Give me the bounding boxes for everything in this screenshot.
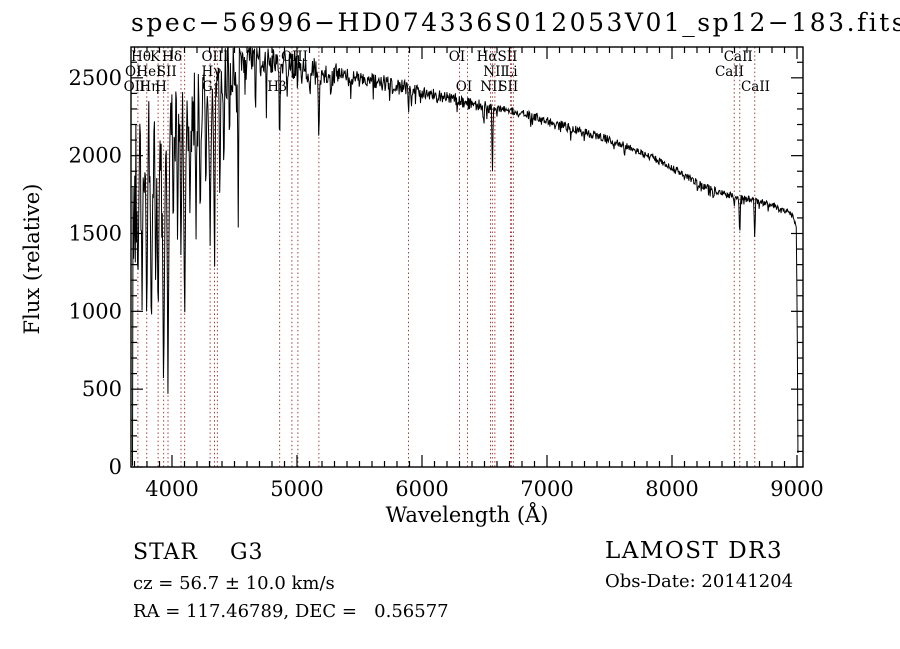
spectral-line-label: K bbox=[150, 49, 161, 65]
spectral-line-label: SII bbox=[498, 79, 518, 95]
spectral-line-label: CaII bbox=[724, 49, 753, 65]
spectral-line-label: Hβ bbox=[267, 79, 287, 95]
spectral-line-label: G bbox=[202, 79, 213, 95]
spectral-line-label: NII bbox=[480, 79, 502, 95]
coordinates-label: RA = 117.46789, DEC = 0.56577 bbox=[133, 601, 449, 622]
x-tick-label: 9000 bbox=[770, 477, 823, 501]
plot-title: spec−56996−HD074336S012053V01_sp12−183.f… bbox=[131, 8, 900, 37]
spectral-line-label: Hθ bbox=[131, 49, 151, 65]
spectral-line-label: OII bbox=[124, 79, 146, 95]
spectral-line-label: Hγ bbox=[201, 64, 221, 80]
spectral-line-label: OI bbox=[456, 79, 472, 95]
y-tick-label: 500 bbox=[82, 377, 122, 401]
x-tick-label: 4000 bbox=[145, 477, 198, 501]
y-tick-label: 1000 bbox=[69, 299, 122, 323]
spectral-line-label: CaII bbox=[741, 79, 770, 95]
plot-frame bbox=[130, 46, 804, 468]
spectral-line-label: Hδ bbox=[162, 49, 182, 65]
radial-velocity-label: cz = 56.7 ± 10.0 km/s bbox=[133, 573, 335, 594]
y-tick-label: 0 bbox=[109, 455, 122, 479]
x-tick-label: 7000 bbox=[520, 477, 573, 501]
spectral-line-label: OI bbox=[125, 64, 141, 80]
y-tick-label: 1500 bbox=[69, 221, 122, 245]
obs-date-label: Obs-Date: 20141204 bbox=[605, 571, 794, 592]
spectral-line-label: SII bbox=[157, 64, 177, 80]
object-class-label: STAR G3 bbox=[133, 540, 264, 565]
x-tick-label: 8000 bbox=[645, 477, 698, 501]
spectral-line-label: H bbox=[155, 79, 167, 95]
spectral-line-label: CaII bbox=[715, 64, 744, 80]
x-tick-label: 6000 bbox=[395, 477, 448, 501]
spectral-line-label: OIII bbox=[201, 49, 228, 65]
spectral-line-label: OI bbox=[449, 49, 465, 65]
spectral-line-label: HeI bbox=[136, 64, 161, 80]
spectral-line-label: NII bbox=[483, 64, 505, 80]
spectral-line-label: Li bbox=[504, 64, 518, 80]
y-tick-label: 2500 bbox=[69, 66, 122, 90]
x-axis-label: Wavelength (Å) bbox=[385, 503, 549, 527]
spectrum-curve bbox=[132, 47, 799, 466]
spectral-line-label: HαSII bbox=[477, 49, 518, 65]
survey-label: LAMOST DR3 bbox=[605, 538, 784, 564]
x-tick-label: 5000 bbox=[270, 477, 323, 501]
spectral-line-label: Hη bbox=[139, 79, 159, 95]
spectral-line-label: OIII bbox=[281, 49, 308, 65]
y-tick-label: 2000 bbox=[69, 144, 122, 168]
